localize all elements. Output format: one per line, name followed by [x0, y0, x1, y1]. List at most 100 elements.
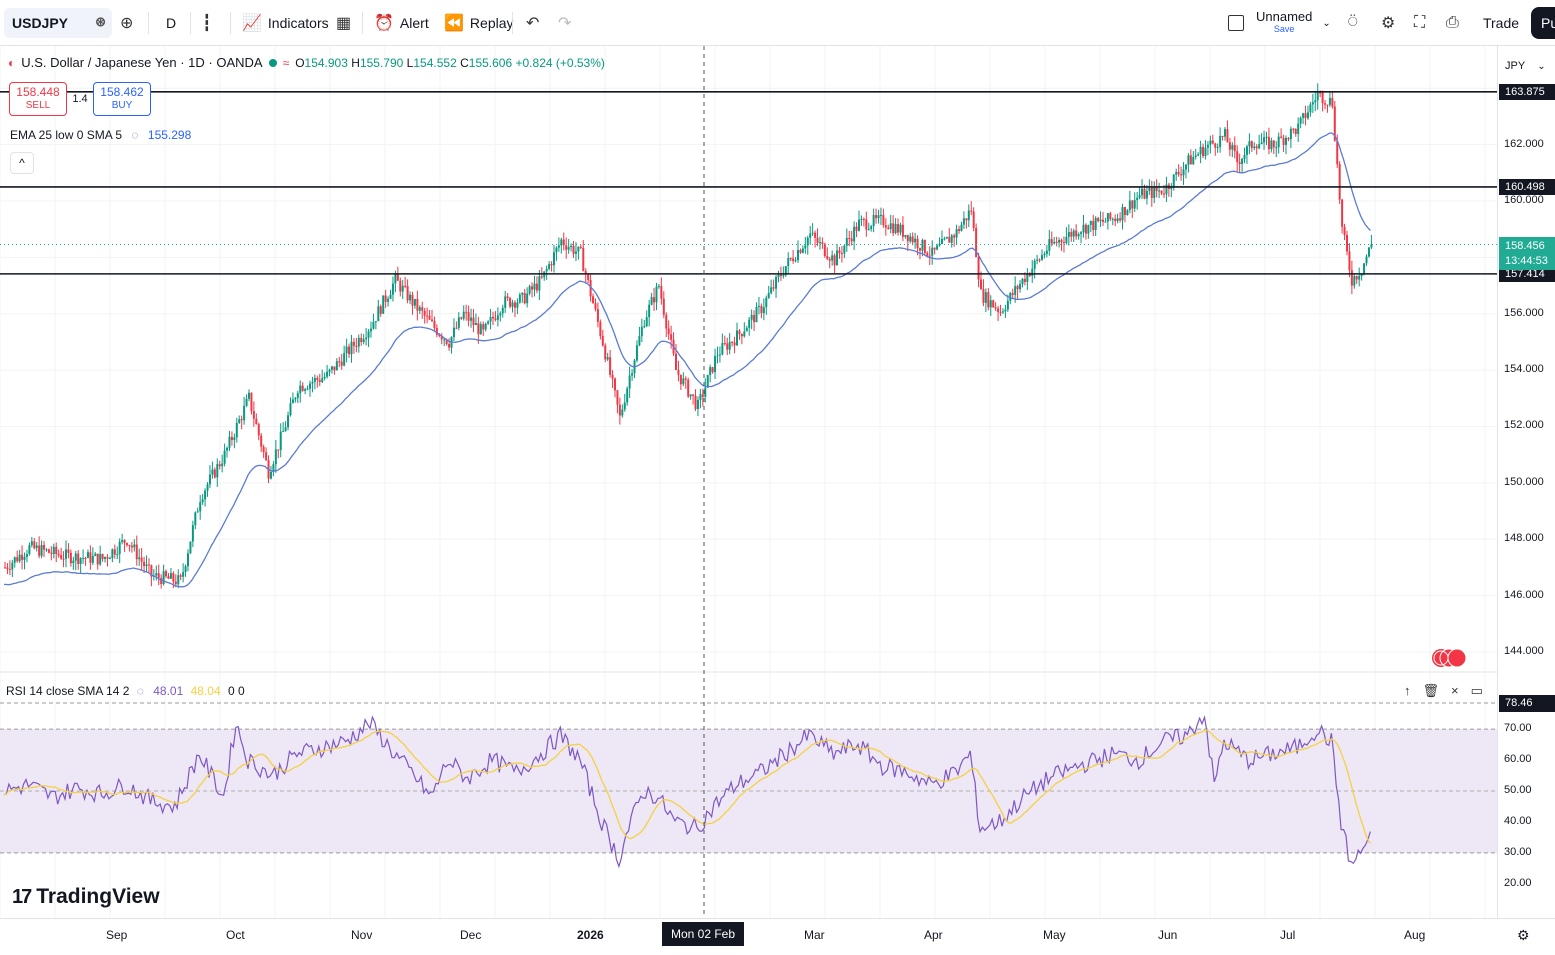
close-icon[interactable]: ×: [1451, 683, 1459, 698]
candle-body: [1319, 92, 1322, 94]
move-up-icon[interactable]: ↑: [1404, 683, 1411, 698]
price-chart[interactable]: [0, 46, 1497, 918]
candle-body: [1231, 145, 1234, 150]
undo-button[interactable]: ↶: [526, 8, 545, 38]
redo-button[interactable]: ↷: [558, 8, 577, 38]
rsi-tick-label: 60.00: [1504, 753, 1532, 766]
candle-body: [540, 276, 543, 278]
layout-name: Unnamed: [1256, 9, 1313, 24]
candle-body: [72, 560, 75, 564]
candle-body: [545, 268, 548, 272]
templates-button[interactable]: ▦: [336, 8, 357, 38]
candle-body: [1180, 174, 1183, 176]
candle-body: [618, 404, 621, 416]
maximize-icon[interactable]: ▭: [1470, 683, 1483, 698]
layout-button[interactable]: Unnamed Save ⌄: [1228, 8, 1331, 38]
candle-body: [1189, 155, 1192, 165]
candle-body: [245, 398, 248, 406]
events-flags-icon[interactable]: [1430, 647, 1472, 669]
candle-body: [1209, 140, 1212, 145]
time-scale[interactable]: [0, 918, 1555, 955]
candle-body: [1145, 190, 1148, 199]
replay-button[interactable]: ⏪ Replay: [444, 8, 514, 38]
candle-body: [206, 484, 209, 491]
sell-button[interactable]: 158.448 SELL: [9, 82, 67, 116]
candle-body: [1194, 155, 1197, 157]
candle-body: [1336, 140, 1339, 165]
alarm-clock-icon: ⏰: [374, 15, 394, 32]
fullscreen-icon: ⛶: [1414, 14, 1426, 31]
quick-search-button[interactable]: ⍥: [1348, 8, 1364, 38]
candle-body: [1099, 219, 1102, 222]
candle-body: [779, 274, 782, 277]
candle-body: [526, 293, 529, 304]
candle-body: [1297, 123, 1300, 134]
candle-body: [248, 392, 250, 399]
candle-body: [1031, 268, 1034, 276]
time-tick-label: Oct: [226, 928, 245, 942]
alert-button[interactable]: ⏰ Alert: [374, 8, 429, 38]
candle-body: [667, 328, 670, 335]
candle-body: [884, 225, 887, 228]
candle-body: [111, 549, 114, 559]
candle-body: [121, 540, 124, 542]
candle-body: [1153, 186, 1156, 198]
candle-body: [1041, 255, 1043, 260]
indicators-button[interactable]: 📈 Indicators: [242, 8, 329, 38]
price-tick-label: 146.000: [1504, 588, 1544, 601]
indicators-label: Indicators: [267, 15, 329, 31]
candle-body: [582, 247, 585, 272]
candle-body: [89, 552, 92, 563]
candle-body: [1285, 137, 1287, 145]
publish-button[interactable]: Pu: [1531, 7, 1555, 39]
snapshot-button[interactable]: ⎙: [1446, 8, 1465, 38]
buy-button[interactable]: 158.462 BUY: [93, 82, 151, 116]
interval-button[interactable]: D: [166, 8, 176, 38]
ema-legend[interactable]: EMA 25 low 0 SMA 5 ◌ 155.298: [10, 128, 191, 142]
candle-body: [1111, 218, 1114, 220]
candle-body: [1250, 141, 1253, 148]
time-tick-label: Apr: [924, 928, 943, 942]
candle-body: [147, 564, 150, 566]
candle-body: [626, 388, 629, 403]
candle-body: [189, 541, 192, 554]
candle-body: [1328, 98, 1331, 105]
candle-body: [1077, 233, 1080, 237]
candle-body: [482, 324, 485, 330]
candle-body: [394, 273, 397, 284]
candle-body: [870, 226, 873, 229]
candle-body: [338, 361, 341, 363]
candle-body: [1014, 286, 1017, 295]
rsi-sma-value: 48.04: [190, 684, 221, 698]
redo-icon: ↷: [558, 15, 572, 32]
scale-settings-button[interactable]: ⚙: [1517, 927, 1530, 944]
candle-body: [614, 378, 616, 391]
fullscreen-button[interactable]: ⛶: [1414, 8, 1431, 38]
gear-icon: ⚙: [1381, 15, 1396, 32]
candle-body: [970, 210, 973, 212]
symbol-search-button[interactable]: USDJPY ⊛: [4, 8, 112, 38]
trade-button[interactable]: Trade: [1482, 15, 1520, 31]
candle-body: [216, 464, 219, 478]
candle-body: [901, 224, 904, 237]
compare-button[interactable]: ⊕: [120, 8, 139, 38]
candle-body: [792, 258, 795, 262]
candle-body: [984, 292, 987, 303]
rsi-legend[interactable]: RSI 14 close SMA 14 2 ◌ 48.01 48.04 0 0: [6, 684, 245, 698]
candle-body: [609, 357, 612, 375]
candle-body: [865, 219, 868, 230]
currency-selector[interactable]: JPY ⌄: [1499, 55, 1551, 77]
candle-body: [1097, 217, 1100, 222]
collapse-legend-button[interactable]: ^: [10, 152, 34, 174]
trash-icon[interactable]: 🗑: [1422, 683, 1440, 698]
chart-type-button[interactable]: ┇: [202, 8, 218, 38]
candle-body: [67, 549, 70, 553]
settings-button[interactable]: ⚙: [1381, 8, 1401, 38]
candle-body: [914, 238, 917, 243]
candle-body: [831, 255, 834, 261]
candle-body: [62, 558, 65, 560]
level-price-label: 163.875: [1499, 83, 1555, 100]
rsi-label: RSI 14 close SMA 14 2: [6, 684, 130, 698]
candle-body: [1119, 218, 1122, 221]
candle-body: [25, 553, 28, 557]
